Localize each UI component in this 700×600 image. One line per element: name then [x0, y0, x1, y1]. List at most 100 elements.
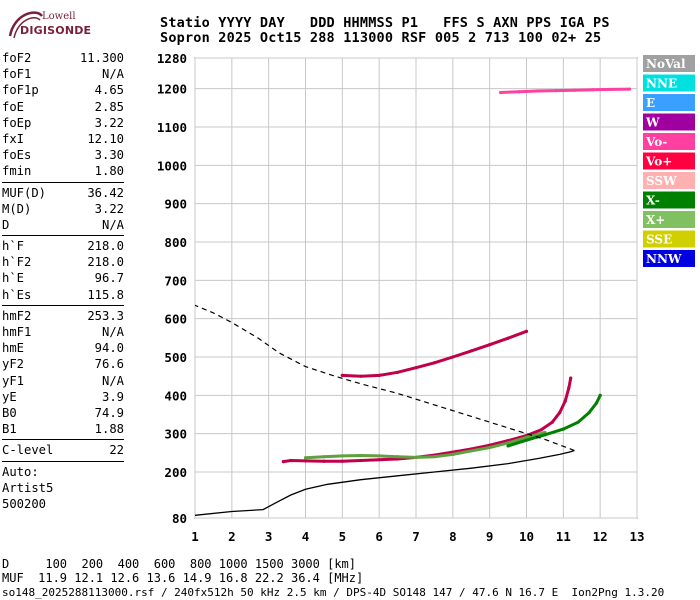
param-row: B0 74.9 — [2, 405, 124, 421]
auto-label: Auto: — [2, 464, 39, 479]
echo-point — [488, 343, 492, 347]
param-name: yF1 — [2, 373, 25, 388]
echo-point — [569, 376, 573, 380]
param-value: 36.42 — [87, 185, 124, 200]
x-tick-label: 4 — [302, 529, 310, 544]
param-row: yF2 76.6 — [2, 356, 124, 372]
legend-label: E — [646, 96, 655, 110]
param-row: fxI 12.10 — [2, 131, 124, 147]
param-value: 94.0 — [94, 341, 124, 356]
param-name: foEp — [2, 115, 32, 130]
param-group-virtual-heights: h`F 218.0 h`F2 218.0 h`E 96.7 h`Es 115.8 — [2, 238, 124, 303]
echo-point — [594, 401, 599, 405]
param-name: h`F — [2, 239, 25, 254]
x-tick-label: 8 — [449, 529, 457, 544]
divider — [2, 304, 124, 306]
echo-point — [524, 438, 529, 442]
legend-swatch — [643, 74, 695, 92]
x-tick-label: 10 — [519, 529, 534, 544]
x-tick-label: 1 — [191, 529, 199, 544]
x-tick-label: 13 — [629, 529, 644, 544]
param-value: 3.22 — [94, 115, 124, 130]
param-row: h`E 96.7 — [2, 270, 124, 286]
y-tick-label: 1000 — [157, 158, 187, 173]
logo-lowell: Lowell — [42, 11, 76, 22]
file-info-line: so148_2025288113000.rsf / 240fx512h 50 k… — [2, 586, 665, 599]
header-labels: Statio YYYY DAY DDD HHMMSS P1 FFS S AXN … — [160, 15, 610, 31]
param-value: N/A — [101, 67, 124, 82]
y-tick-label: 1100 — [157, 120, 187, 135]
x-tick-label: 6 — [375, 529, 383, 544]
echo-point — [414, 455, 418, 460]
param-name: B1 — [2, 422, 17, 437]
echo-point — [524, 329, 529, 333]
param-row: foF2 11.300 — [2, 50, 124, 66]
y-tick-label: 300 — [164, 427, 187, 442]
echo-point — [377, 454, 381, 458]
echo-point — [499, 90, 503, 95]
echo-point — [572, 88, 576, 92]
legend-label: X- — [646, 194, 660, 208]
y-tick-label: 200 — [164, 465, 187, 480]
legend-label: Vo- — [645, 135, 667, 149]
y-tick-label: 800 — [164, 235, 187, 250]
param-value: N/A — [101, 217, 124, 232]
x-axis-ticks: 1 2 3 4 5 6 7 8 9 10 11 12 13 — [191, 529, 644, 544]
echo-point — [359, 453, 363, 458]
echo-trace — [506, 393, 602, 448]
param-row: hmE 94.0 — [2, 340, 124, 356]
legend-swatch — [643, 94, 695, 111]
echo-point — [558, 410, 562, 415]
legend-swatch — [643, 230, 695, 248]
legend-swatch — [643, 55, 695, 72]
chart-grid — [194, 57, 638, 519]
param-row: foE 2.85 — [2, 99, 124, 115]
param-name: fmin — [2, 164, 32, 179]
echo-trace — [499, 87, 632, 94]
echo-point — [289, 458, 293, 463]
param-row: foEs 3.30 — [2, 147, 124, 163]
echo-point — [587, 410, 591, 415]
echo-point — [543, 433, 547, 437]
y-tick-label: 600 — [164, 312, 187, 327]
param-row: foF1p 4.65 — [2, 82, 124, 98]
divider — [2, 235, 124, 237]
echo-point — [377, 373, 381, 377]
legend-label: SSW — [646, 174, 677, 188]
echo-point — [340, 454, 344, 458]
param-name: h`F2 — [2, 255, 32, 270]
y-axis-ticks: 80 200 300 400 500 600 700 800 900 1000 1100 1200 12… — [157, 51, 187, 526]
param-name: hmE — [2, 341, 25, 356]
param-row: B1 1.88 — [2, 421, 124, 437]
param-row: yF1 N/A — [2, 373, 124, 389]
param-name: M(D) — [2, 201, 32, 216]
echo-point — [359, 374, 363, 378]
x-tick-label: 9 — [486, 529, 494, 544]
distance-row: D 100 200 400 600 800 1000 1500 3000 [km… — [2, 557, 357, 571]
param-value: 3.22 — [94, 201, 124, 216]
density-profile-line — [194, 449, 575, 516]
echo-point — [506, 444, 510, 448]
param-row: hmF1 N/A — [2, 324, 124, 340]
legend-swatch — [643, 113, 695, 131]
param-value: 3.30 — [94, 148, 124, 163]
echo-point — [432, 361, 437, 365]
param-value: 3.9 — [101, 389, 124, 404]
echo-point — [488, 445, 492, 450]
param-name: foE — [2, 99, 25, 114]
param-value: 1.80 — [94, 164, 124, 179]
param-row: yE 3.9 — [2, 389, 124, 405]
param-value: 253.3 — [87, 308, 124, 323]
x-tick-label: 7 — [412, 529, 420, 544]
legend-swatch — [643, 211, 695, 228]
echo-point — [303, 459, 308, 463]
param-name: foEs — [2, 148, 32, 163]
legend-swatch — [643, 133, 695, 150]
param-value: 218.0 — [87, 255, 124, 270]
echo-point — [451, 355, 455, 359]
echo-trace — [304, 431, 547, 460]
echo-point — [377, 458, 381, 462]
y-tick-label: 500 — [164, 350, 187, 365]
param-name: foF1 — [2, 67, 32, 82]
